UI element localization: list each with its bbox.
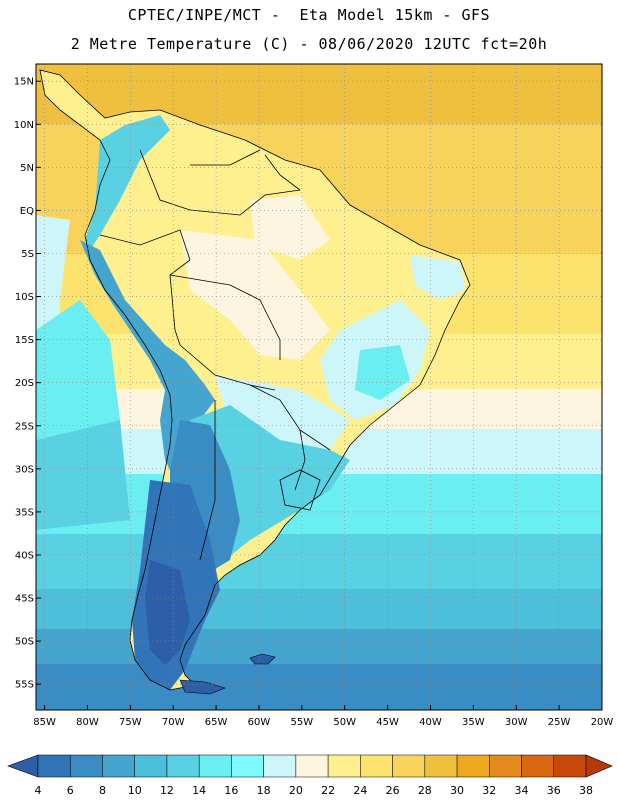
- colorbar-label: 26: [386, 784, 400, 797]
- colorbar-label: 28: [418, 784, 432, 797]
- colorbar-swatch: [327, 754, 361, 778]
- lat-tick-label: 10N: [14, 120, 34, 131]
- lat-tick-label: 10S: [15, 292, 34, 303]
- lat-tick-label: 30S: [15, 464, 34, 475]
- colorbar-swatch: [392, 754, 426, 778]
- colorbar-swatch: [102, 754, 135, 778]
- colorbar-swatch: [37, 754, 71, 778]
- colorbar-swatch: [553, 754, 587, 778]
- colorbar-swatch: [231, 754, 264, 778]
- lat-tick-label: 50S: [15, 637, 34, 648]
- lon-tick-label: 70W: [162, 717, 185, 728]
- colorbar-label: 4: [35, 784, 42, 797]
- colorbar-swatch: [521, 754, 555, 778]
- colorbar-label: 34: [515, 784, 529, 797]
- colorbar-swatch: [69, 754, 103, 778]
- map-frame: [35, 63, 603, 711]
- lon-tick-label: 75W: [119, 717, 142, 728]
- lat-tick-label: 15N: [14, 77, 34, 88]
- colorbar-label: 12: [160, 784, 174, 797]
- colorbar-label: 30: [450, 784, 464, 797]
- lat-tick-label: 20S: [15, 378, 34, 389]
- colorbar-arrow-left: [7, 754, 39, 778]
- lat-tick-label: 40S: [15, 550, 34, 561]
- colorbar-swatch: [198, 754, 232, 778]
- lat-tick-label: 45S: [15, 594, 34, 605]
- lat-tick-label: EQ: [20, 206, 34, 217]
- lat-tick-label: 5N: [20, 163, 34, 174]
- lon-tick-label: 30W: [505, 717, 528, 728]
- colorbar-label: 36: [547, 784, 561, 797]
- colorbar-swatch: [295, 754, 329, 778]
- lon-tick-label: 65W: [205, 717, 228, 728]
- country-borders: [39, 69, 471, 691]
- lat-tick-label: 25S: [15, 421, 34, 432]
- colorbar-label: 38: [579, 784, 593, 797]
- colorbar-swatch: [166, 754, 200, 778]
- lon-tick-label: 40W: [419, 717, 442, 728]
- lon-tick-label: 50W: [333, 717, 356, 728]
- map-field: [36, 64, 602, 710]
- lat-tick-label: 55S: [15, 680, 34, 691]
- lon-tick-label: 80W: [76, 717, 99, 728]
- map-title-line-2: 2 Metre Temperature (C) - 08/06/2020 12U…: [70, 35, 548, 53]
- colorbar-swatch: [360, 754, 393, 778]
- colorbar-label: 6: [67, 784, 74, 797]
- lon-tick-label: 35W: [462, 717, 485, 728]
- map-title-line-1: CPTEC/INPE/MCT - Eta Model 15km - GFS: [127, 6, 491, 24]
- longitude-axis: 85W 80W 75W 70W 65W 60W 55W 50W 45W 40W 35W 30W 25W 2…: [33, 705, 613, 728]
- colorbar-swatch: [489, 754, 522, 778]
- lon-tick-label: 60W: [248, 717, 271, 728]
- colorbar-label: 8: [99, 784, 106, 797]
- colorbar-label: 14: [192, 784, 206, 797]
- colorbar-label: 32: [482, 784, 496, 797]
- lon-tick-label: 55W: [291, 717, 314, 728]
- colorbar-label: 18: [257, 784, 271, 797]
- colorbar-label: 20: [289, 784, 303, 797]
- colorbar-label: 16: [224, 784, 238, 797]
- lon-tick-label: 25W: [548, 717, 571, 728]
- colorbar-label: 24: [353, 784, 367, 797]
- south-america-landmass: [40, 70, 470, 690]
- colorbar-arrow-right: [585, 754, 613, 778]
- colorbar-swatch: [424, 754, 458, 778]
- lon-tick-label: 85W: [33, 717, 56, 728]
- colorbar-swatch: [263, 754, 297, 778]
- lon-tick-label: 20W: [591, 717, 614, 728]
- lat-tick-label: 35S: [15, 507, 34, 518]
- colorbar-label: 10: [128, 784, 142, 797]
- colorbar: 4 6 8 10 12 14 16 18 20 22 24 26 28 30 32 34 36 38: [7, 754, 613, 797]
- latitude-axis: 15N 10N 5N EQ 5S 10S 15S 20S 25S 30S 35S 40S 45S 50S 5…: [14, 77, 41, 691]
- colorbar-label: 22: [321, 784, 335, 797]
- lat-tick-label: 15S: [15, 335, 34, 346]
- colorbar-swatch: [134, 754, 168, 778]
- lat-tick-label: 5S: [21, 249, 34, 260]
- colorbar-swatch: [456, 754, 490, 778]
- lon-tick-label: 45W: [376, 717, 399, 728]
